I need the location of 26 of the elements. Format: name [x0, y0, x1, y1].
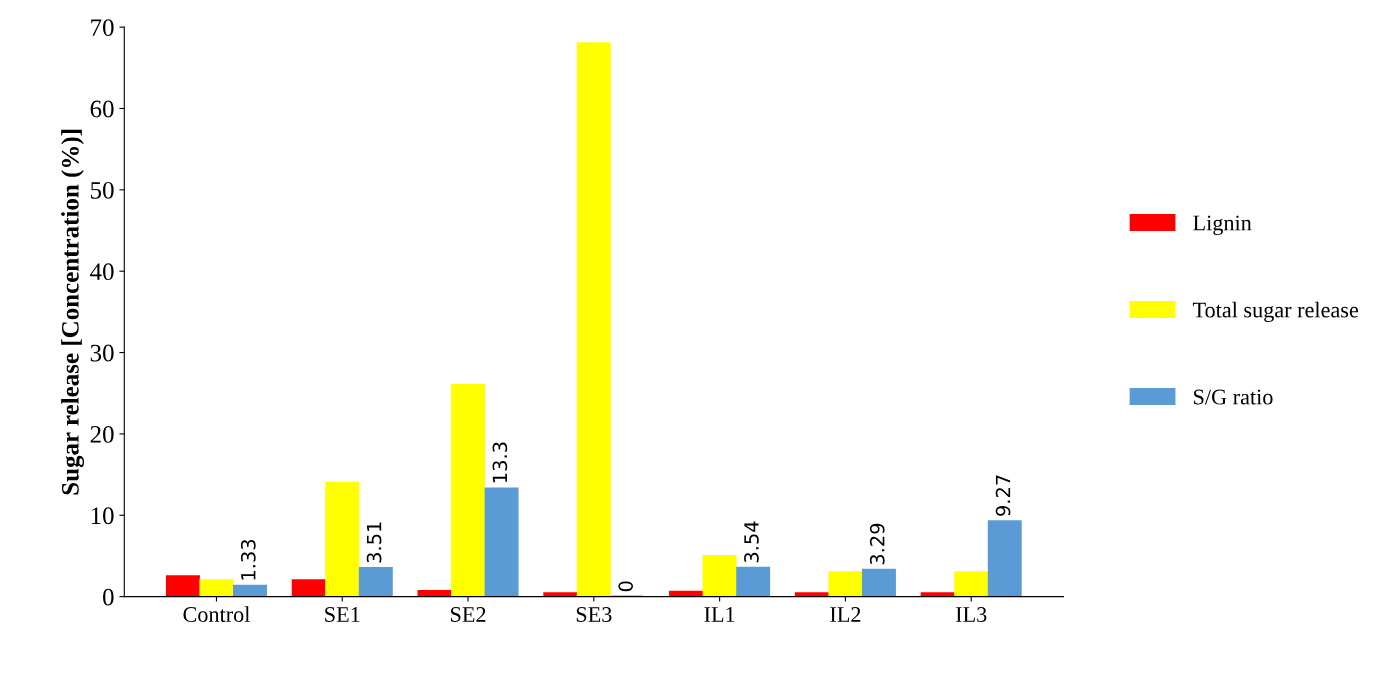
x-tick-label: SE2 — [451, 607, 486, 622]
data-label: 3.29 — [869, 523, 885, 565]
legend-label: Total sugar release — [1192, 301, 1359, 323]
y-tick-label: 20 — [90, 425, 114, 443]
x-tick-label: IL3 — [955, 607, 987, 622]
data-label: 9.27 — [995, 475, 1011, 516]
data-label: 13.3 — [492, 442, 508, 483]
legend-label: S/G ratio — [1194, 389, 1273, 405]
y-tick-label: 50 — [91, 181, 114, 199]
data-label: 3.51 — [366, 522, 382, 563]
data-label: 1.33 — [240, 539, 256, 580]
data-label: 0 — [618, 581, 634, 592]
y-tick-label: 10 — [91, 507, 114, 525]
y-axis-title: Sugar release [Concentration (%)] — [61, 129, 85, 495]
y-tick-label: 40 — [90, 263, 114, 281]
x-tick-label: IL2 — [830, 607, 861, 622]
y-tick-label: 60 — [90, 100, 114, 118]
x-tick-label: Control — [183, 606, 250, 622]
x-tick-label: IL1 — [704, 607, 735, 622]
x-tick-label: SE3 — [576, 607, 612, 622]
x-tick-label: SE1 — [325, 607, 360, 622]
data-label: 3.54 — [744, 521, 759, 563]
y-tick-label: 30 — [90, 344, 114, 362]
y-tick-label: 0 — [103, 588, 114, 606]
y-tick-label: 70 — [91, 19, 114, 37]
legend-label: Lignin — [1193, 215, 1252, 236]
